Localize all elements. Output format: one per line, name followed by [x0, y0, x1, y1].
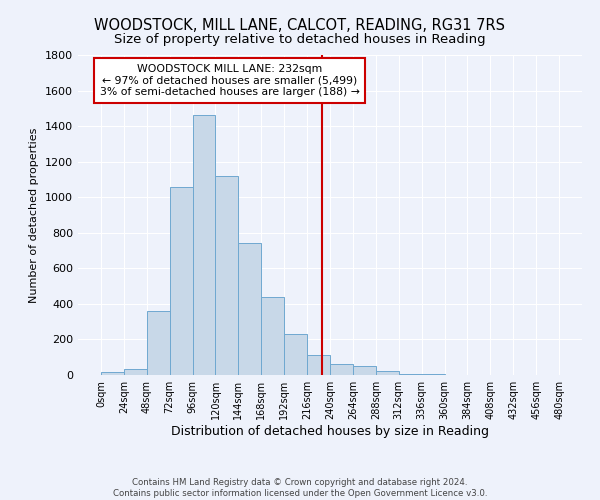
Bar	[124, 369, 147, 375]
Bar	[422, 374, 445, 375]
Bar	[284, 334, 307, 375]
Y-axis label: Number of detached properties: Number of detached properties	[29, 128, 40, 302]
Bar	[330, 364, 353, 375]
Bar	[261, 297, 284, 375]
Bar	[101, 372, 124, 375]
Bar	[238, 242, 261, 375]
Bar	[307, 356, 330, 375]
Bar	[215, 176, 238, 375]
Bar	[376, 372, 399, 375]
Text: Size of property relative to detached houses in Reading: Size of property relative to detached ho…	[114, 32, 486, 46]
Bar	[399, 374, 422, 375]
Text: WOODSTOCK MILL LANE: 232sqm
← 97% of detached houses are smaller (5,499)
3% of s: WOODSTOCK MILL LANE: 232sqm ← 97% of det…	[100, 64, 360, 97]
Bar	[170, 186, 193, 375]
Bar	[193, 116, 215, 375]
X-axis label: Distribution of detached houses by size in Reading: Distribution of detached houses by size …	[171, 424, 489, 438]
Bar	[353, 366, 376, 375]
Text: WOODSTOCK, MILL LANE, CALCOT, READING, RG31 7RS: WOODSTOCK, MILL LANE, CALCOT, READING, R…	[95, 18, 505, 32]
Text: Contains HM Land Registry data © Crown copyright and database right 2024.
Contai: Contains HM Land Registry data © Crown c…	[113, 478, 487, 498]
Bar	[147, 311, 170, 375]
